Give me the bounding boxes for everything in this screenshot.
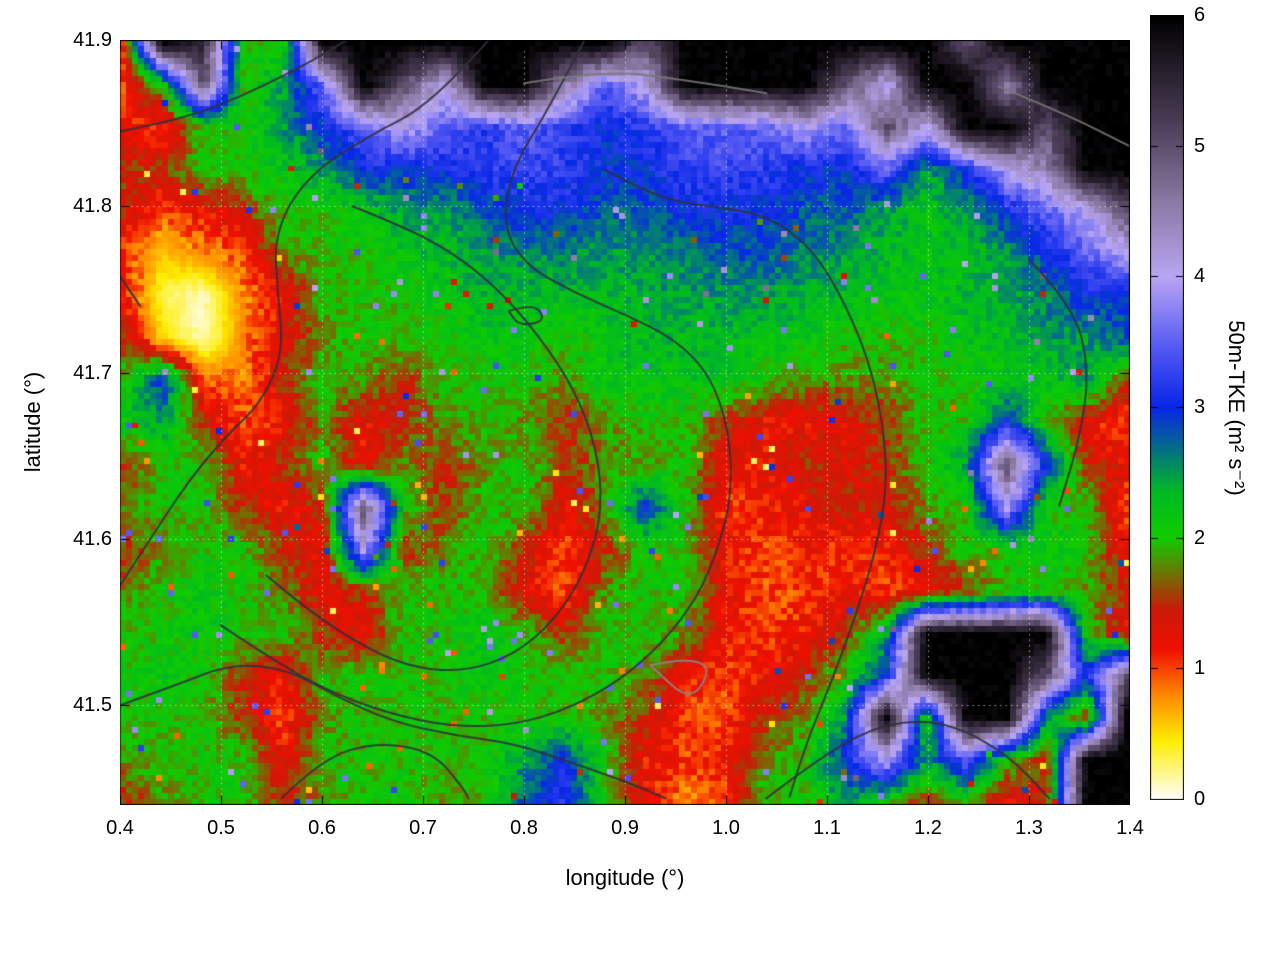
x-tick-label: 0.4 xyxy=(106,817,134,839)
x-tick-label: 1.4 xyxy=(1116,817,1144,839)
y-tick-label: 41.5 xyxy=(73,694,112,717)
x-tick-label: 0.6 xyxy=(308,817,336,839)
colorbar-tick-label: 4 xyxy=(1194,265,1206,288)
y-axis-label: latitude (°) xyxy=(20,371,45,473)
y-tick-label: 41.9 xyxy=(73,29,112,51)
y-tick-label: 41.6 xyxy=(73,527,112,550)
x-tick-label: 1.2 xyxy=(914,817,942,839)
x-tick-label: 0.8 xyxy=(510,817,538,839)
y-tick-label: 41.7 xyxy=(73,361,112,384)
x-tick-label: 0.7 xyxy=(409,817,437,839)
colorbar-tick-label: 2 xyxy=(1194,526,1206,549)
x-axis-label: longitude (°) xyxy=(565,865,685,890)
x-tick-label: 1.1 xyxy=(813,817,841,839)
colorbar-tick-label: 3 xyxy=(1194,396,1206,418)
heatmap-canvas xyxy=(120,40,1130,805)
colorbar-canvas xyxy=(1150,15,1184,800)
x-tick-label: 1.0 xyxy=(712,817,740,839)
x-tick-label: 0.9 xyxy=(611,817,639,839)
colorbar-tick-label: 1 xyxy=(1194,657,1206,680)
x-tick-label: 1.3 xyxy=(1015,817,1043,839)
colorbar-tick-label: 0 xyxy=(1194,788,1206,810)
colorbar-tick-label: 6 xyxy=(1194,4,1206,26)
x-tick-label: 0.5 xyxy=(207,817,235,839)
colorbar-tick-label: 5 xyxy=(1194,134,1206,157)
y-tick-label: 41.8 xyxy=(73,195,112,218)
